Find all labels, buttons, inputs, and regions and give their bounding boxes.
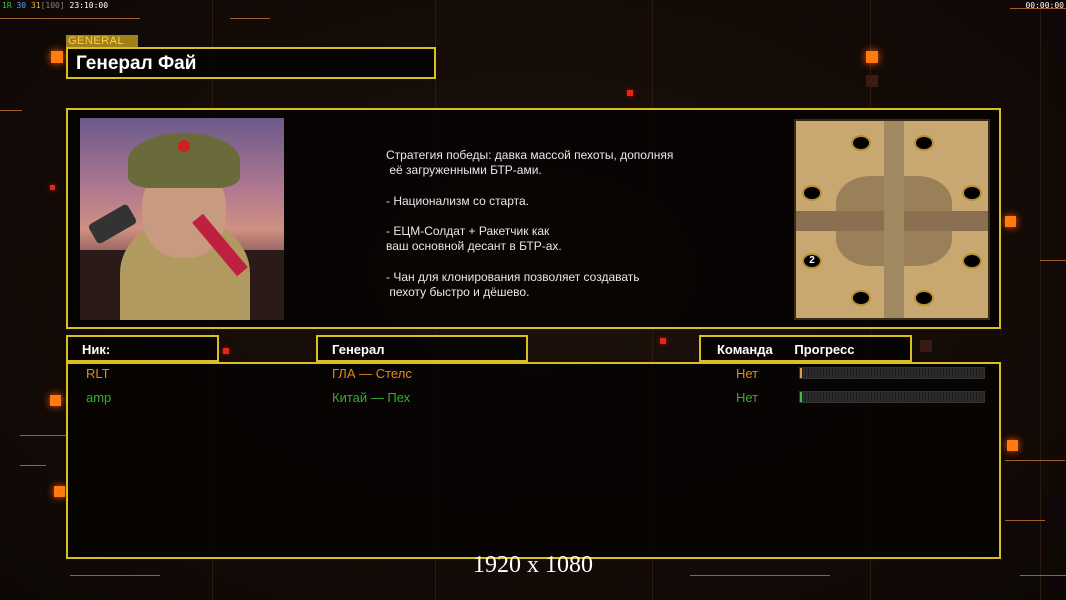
strategy-description: Стратегия победы: давка массой пехоты, д…: [386, 148, 674, 299]
player-team: Нет: [736, 366, 759, 381]
column-header-general: Генерал: [316, 335, 528, 362]
player-start-marker: 2: [802, 253, 822, 269]
map-preview[interactable]: 2: [794, 119, 990, 320]
status-value: 30: [16, 1, 27, 10]
general-portrait: [80, 118, 284, 320]
player-team: Нет: [736, 390, 759, 405]
column-header-progress: Прогресс: [794, 342, 855, 357]
status-clock: 23:10:00: [69, 1, 109, 10]
player-nick: amp: [86, 390, 112, 405]
general-name-title: Генерал Фай: [66, 47, 436, 79]
player-general: Китай — Пех: [332, 390, 411, 405]
status-value: [100]: [40, 1, 65, 10]
player-general: ГЛА — Стелс: [332, 366, 412, 381]
resolution-caption: 1920 x 1080: [473, 552, 593, 578]
game-timer: 00:00:00: [1025, 1, 1064, 10]
player-nick: RLT: [86, 366, 110, 381]
column-header-team-progress: Команда Прогресс: [699, 335, 912, 362]
player-progress-bar: [799, 367, 985, 379]
player-progress-bar: [799, 391, 985, 403]
column-header-team: Команда: [717, 342, 773, 357]
status-value: 31: [30, 1, 41, 10]
status-readout: 1R 30 31[100] 23:10:00: [2, 1, 108, 10]
general-section-label: GENERAL: [66, 35, 138, 47]
column-header-nick: Ник:: [66, 335, 219, 362]
status-value: 1R: [2, 1, 12, 10]
